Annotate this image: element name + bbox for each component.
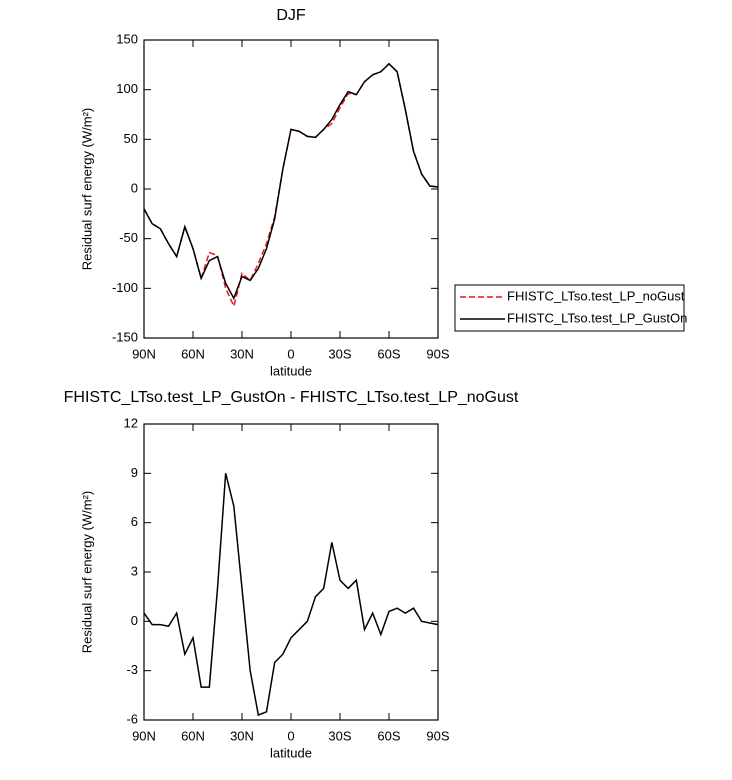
x-axis-label: latitude: [270, 363, 312, 378]
x-tick-label: 90S: [426, 346, 449, 361]
x-tick-label: 0: [287, 346, 294, 361]
x-tick-label: 60S: [377, 346, 400, 361]
x-tick-label: 30S: [328, 728, 351, 743]
data-line: [143, 62, 439, 309]
y-tick-label: -100: [112, 280, 138, 295]
y-tick-label: 0: [131, 613, 138, 628]
x-tick-label: 60N: [181, 346, 205, 361]
x-tick-label: 0: [287, 728, 294, 743]
x-tick-label: 90S: [426, 728, 449, 743]
data-line: [143, 62, 439, 301]
plot-frame: [143, 423, 439, 721]
y-tick-label: -3: [126, 662, 138, 677]
legend-label: FHISTC_LTso.test_LP_GustOn: [507, 310, 687, 325]
chart-title: DJF: [276, 7, 306, 24]
y-tick-label: -50: [119, 230, 138, 245]
y-tick-label: 50: [124, 131, 138, 146]
y-tick-label: 6: [131, 514, 138, 529]
y-tick-label: 100: [116, 81, 138, 96]
y-tick-label: 9: [131, 465, 138, 480]
x-tick-label: 30S: [328, 346, 351, 361]
x-tick-label: 90N: [132, 728, 156, 743]
y-tick-label: -150: [112, 329, 138, 344]
x-axis-label: latitude: [270, 745, 312, 760]
x-tick-label: 60S: [377, 728, 400, 743]
legend-label: FHISTC_LTso.test_LP_noGust: [507, 288, 685, 303]
y-axis-label: Residual surf energy (W/m²): [79, 108, 94, 271]
chart-title: FHISTC_LTso.test_LP_GustOn - FHISTC_LTso…: [64, 389, 519, 406]
x-tick-label: 60N: [181, 728, 205, 743]
data-line: [143, 473, 439, 717]
x-tick-label: 90N: [132, 346, 156, 361]
y-tick-label: 0: [131, 180, 138, 195]
plot-frame: [143, 39, 439, 339]
y-axis-label: Residual surf energy (W/m²): [79, 491, 94, 654]
x-tick-label: 30N: [230, 346, 254, 361]
y-tick-label: 12: [124, 415, 138, 430]
y-tick-label: 150: [116, 31, 138, 46]
x-tick-label: 30N: [230, 728, 254, 743]
y-tick-label: -6: [126, 711, 138, 726]
y-tick-label: 3: [131, 563, 138, 578]
legend-box: [454, 284, 685, 332]
